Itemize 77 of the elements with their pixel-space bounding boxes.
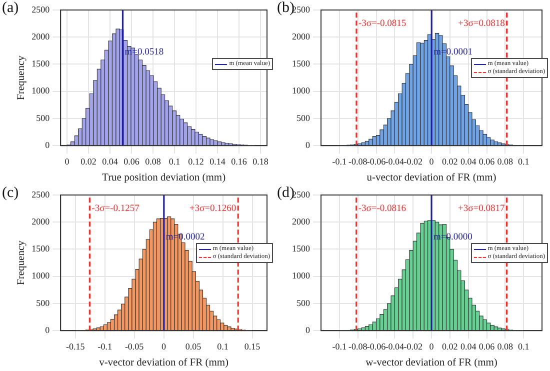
x-tick-label: 0.16 (231, 156, 248, 166)
x-tick-label: 0 (64, 156, 70, 166)
y-tick-label: 2000 (32, 31, 50, 42)
x-tick-label: -0.15 (66, 341, 86, 352)
y-tick-label: 500 (296, 112, 310, 123)
x-tick-label: 0.06 (124, 156, 140, 166)
x-axis-title: v-vector deviation of FR (mm) (99, 357, 230, 368)
y-tick-label: 2500 (32, 189, 50, 200)
annotation: +3σ=0.0818 (458, 19, 506, 30)
y-tick-label: 2500 (32, 4, 50, 14)
x-axis-title: w-vector deviation of FR (mm) (366, 357, 498, 368)
x-tick-label: 0.18 (252, 156, 269, 166)
x-tick-label: -0.1 (98, 341, 112, 352)
x-tick-label: 0.08 (145, 156, 162, 166)
x-tick-label: -0.1 (332, 156, 347, 166)
x-tick-label: 0.14 (210, 156, 226, 166)
y-tick-label: 500 (36, 298, 50, 308)
x-tick-label: -0.08 (348, 156, 368, 166)
y-tick-label: 0 (45, 324, 50, 335)
y-tick-label: 1000 (292, 270, 310, 281)
y-tick-label: 1500 (292, 58, 310, 69)
x-tick-label: 0.1 (217, 341, 228, 352)
chart-title: (c) (2, 185, 19, 202)
x-tick-label: -0.1 (332, 341, 347, 352)
x-tick-label: 0.1 (518, 156, 530, 166)
x-tick-label: -0.04 (385, 341, 405, 352)
y-tick-label: 1500 (32, 58, 50, 69)
y-tick-label: 1000 (32, 270, 50, 281)
x-tick-label: 0.02 (442, 341, 458, 352)
y-tick-label: 1500 (292, 244, 310, 254)
chart-title: (d) (277, 185, 294, 202)
annotation: -3σ=-0.0816 (358, 204, 406, 214)
x-tick-label: -0.05 (124, 341, 144, 352)
x-tick-label: 0.06 (478, 156, 496, 166)
y-tick-label: 2000 (32, 216, 50, 226)
x-axis-title: True position deviation (mm) (102, 172, 226, 184)
x-tick-label: 0.04 (460, 156, 477, 166)
chart-title: (a) (2, 0, 19, 17)
x-tick-label: 0.08 (497, 341, 514, 352)
x-tick-label: 0.1 (168, 156, 180, 166)
x-tick-label: 0.1 (518, 341, 530, 352)
annotation: +3σ=0.1260 (189, 204, 236, 214)
x-tick-label: 0.06 (478, 341, 496, 352)
x-tick-label: 0.04 (460, 341, 477, 352)
x-tick-label: 0.08 (497, 156, 514, 166)
x-tick-label: 0.05 (185, 341, 202, 352)
x-tick-label: -0.06 (366, 341, 386, 352)
x-tick-label: 0.04 (102, 156, 118, 166)
y-tick-label: 1000 (292, 86, 310, 96)
y-axis-title: Frequency (16, 240, 28, 285)
x-tick-label: -0.08 (348, 341, 368, 352)
x-tick-label: -0.04 (385, 156, 405, 166)
y-tick-label: 500 (36, 112, 50, 123)
x-tick-label: 0 (162, 341, 167, 352)
x-tick-label: -0.02 (404, 341, 422, 352)
y-tick-label: 500 (296, 298, 310, 308)
x-tick-label: 0.12 (188, 156, 204, 166)
y-tick-label: 0 (306, 140, 310, 150)
y-tick-label: 2000 (292, 216, 310, 226)
x-tick-label: 0.02 (442, 156, 458, 166)
x-tick-label: 0.15 (244, 341, 261, 352)
annotation: +3σ=0.0817 (458, 204, 505, 214)
annotation: -3σ=-0.0815 (358, 19, 406, 30)
y-tick-label: 2000 (292, 31, 310, 42)
x-tick-label: 0 (429, 341, 434, 352)
chart-title: (b) (277, 0, 294, 17)
y-tick-label: 1500 (32, 244, 50, 254)
y-tick-label: 0 (45, 140, 50, 150)
x-tick-label: -0.06 (366, 156, 386, 166)
annotation: -3σ=-0.1257 (92, 204, 140, 214)
x-axis-title: u-vector deviation of FR (mm) (366, 172, 497, 184)
y-axis-title: Frequency (16, 54, 28, 100)
x-tick-label: -0.02 (404, 156, 422, 166)
x-tick-label: 0.02 (80, 156, 96, 166)
y-tick-label: 0 (306, 324, 310, 335)
x-tick-label: 0 (429, 156, 434, 166)
y-tick-label: 1000 (32, 86, 50, 96)
